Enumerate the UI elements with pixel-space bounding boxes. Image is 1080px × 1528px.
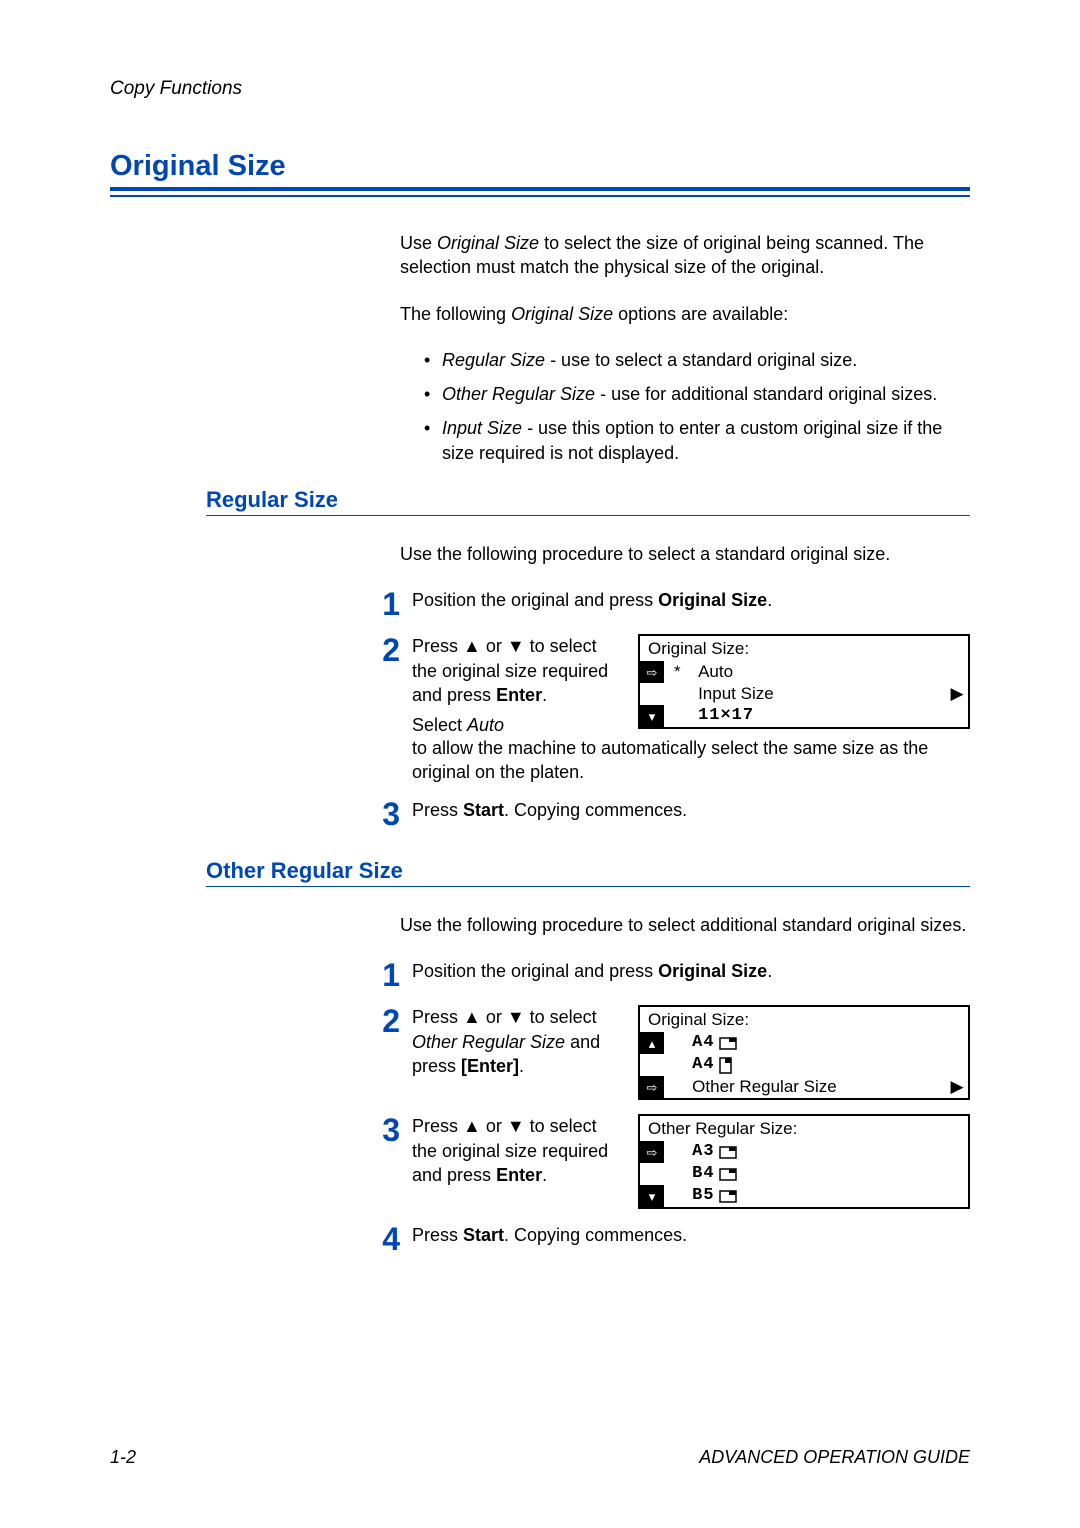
lcd-title: Original Size: [640, 636, 968, 661]
text: Use [400, 233, 437, 253]
step: 3 Press ▲ or ▼ to select the original si… [354, 1114, 970, 1209]
lcd-scroll-down-icon: ▾ [640, 705, 664, 727]
text: . [767, 590, 772, 610]
lcd-gutter [640, 1054, 664, 1076]
text: . [767, 961, 772, 981]
step: 2 Press ▲ or ▼ to select the original si… [354, 634, 970, 784]
step: 1 Position the original and press Origin… [354, 588, 970, 620]
text: . [519, 1056, 524, 1076]
step-number: 4 [354, 1223, 400, 1255]
intro-paragraph-2: The following Original Size options are … [400, 302, 970, 326]
lcd-option: A4 [692, 1032, 714, 1055]
text: Position the original and press [412, 961, 658, 981]
list-item: Other Regular Size - use for additional … [424, 382, 970, 406]
page-number: 1-2 [110, 1447, 136, 1468]
text: . Copying commences. [504, 1225, 687, 1245]
text-bold: Enter [496, 1165, 542, 1185]
lcd-panel-original-size: Original Size: ⇨ * Auto * Input Size ▶ [638, 634, 970, 729]
section-heading-regular-size: Regular Size [206, 487, 970, 516]
text-em: Original Size [437, 233, 539, 253]
step: 4 Press Start. Copying commences. [354, 1223, 970, 1255]
text: . [542, 1165, 547, 1185]
lcd-option: B5 [692, 1185, 714, 1208]
text-em: Regular Size [442, 350, 545, 370]
landscape-icon [719, 1190, 737, 1203]
text-bold: Original Size [658, 590, 767, 610]
step-number: 2 [354, 1005, 400, 1037]
text-em: Input Size [442, 418, 522, 438]
lcd-scroll-down-icon: ▾ [640, 1185, 664, 1207]
step-number: 2 [354, 634, 400, 666]
list-item: Input Size - use this option to enter a … [424, 416, 970, 465]
text: . Copying commences. [504, 800, 687, 820]
section2-intro: Use the following procedure to select ad… [400, 913, 970, 937]
text-bold: Start [463, 1225, 504, 1245]
lcd-gutter [640, 1163, 664, 1185]
page-footer: 1-2 ADVANCED OPERATION GUIDE [110, 1447, 970, 1468]
lcd-option: Auto [698, 661, 733, 684]
lcd-option: Other Regular Size [692, 1076, 837, 1099]
step-number: 3 [354, 798, 400, 830]
text-bold: [Enter] [461, 1056, 519, 1076]
options-list: Regular Size - use to select a standard … [400, 348, 970, 465]
lcd-panel-other-regular-size: Other Regular Size: ⇨ A3 [638, 1114, 970, 1209]
lcd-cursor-icon: ⇨ [640, 661, 664, 683]
text: Select [412, 715, 467, 735]
text: The following [400, 304, 511, 324]
lcd-option: B4 [692, 1163, 714, 1186]
step: 2 Press ▲ or ▼ to select Other Regular S… [354, 1005, 970, 1100]
step: 3 Press Start. Copying commences. [354, 798, 970, 830]
section-heading-other-regular-size: Other Regular Size [206, 858, 970, 887]
lcd-option: A4 [692, 1054, 714, 1077]
text-em: Other Regular Size [412, 1032, 565, 1052]
landscape-icon [719, 1037, 737, 1050]
lcd-title: Original Size: [640, 1007, 968, 1032]
text: Press [412, 1225, 463, 1245]
text: - use for additional standard original s… [595, 384, 937, 404]
text: Press [412, 800, 463, 820]
lcd-panel-original-size-2: Original Size: ▴ A4 [638, 1005, 970, 1100]
step-number: 1 [354, 588, 400, 620]
step-number: 3 [354, 1114, 400, 1146]
step-number: 1 [354, 959, 400, 991]
text-bold: Start [463, 800, 504, 820]
landscape-icon [719, 1168, 737, 1181]
lcd-cursor-icon: ⇨ [640, 1076, 664, 1098]
step: 1 Position the original and press Origin… [354, 959, 970, 991]
portrait-icon [719, 1057, 732, 1074]
text-em: Other Regular Size [442, 384, 595, 404]
arrow-right-icon: ▶ [946, 1076, 968, 1099]
chapter-header: Copy Functions [110, 78, 970, 100]
book-title: ADVANCED OPERATION GUIDE [699, 1447, 970, 1468]
landscape-icon [719, 1146, 737, 1159]
text: Press ▲ or ▼ to select [412, 1007, 597, 1027]
list-item: Regular Size - use to select a standard … [424, 348, 970, 372]
text-em: Auto [467, 715, 504, 735]
section1-intro: Use the following procedure to select a … [400, 542, 970, 566]
text: options are available: [613, 304, 788, 324]
lcd-option: 11×17 [698, 705, 754, 728]
text-bold: Enter [496, 685, 542, 705]
page-title: Original Size [110, 150, 970, 191]
text-em: Original Size [511, 304, 613, 324]
lcd-gutter [640, 683, 664, 705]
lcd-title: Other Regular Size: [640, 1116, 968, 1141]
arrow-right-icon: ▶ [946, 683, 968, 706]
lcd-option: A3 [692, 1141, 714, 1164]
text: Position the original and press [412, 590, 658, 610]
text: . [542, 685, 547, 705]
lcd-cursor-icon: ⇨ [640, 1141, 664, 1163]
text: to allow the machine to automatically se… [412, 738, 928, 782]
lcd-scroll-up-icon: ▴ [640, 1032, 664, 1054]
intro-paragraph-1: Use Original Size to select the size of … [400, 231, 970, 280]
text: - use to select a standard original size… [545, 350, 857, 370]
lcd-star: * [674, 661, 681, 684]
text-bold: Original Size [658, 961, 767, 981]
lcd-option: Input Size [698, 683, 774, 706]
